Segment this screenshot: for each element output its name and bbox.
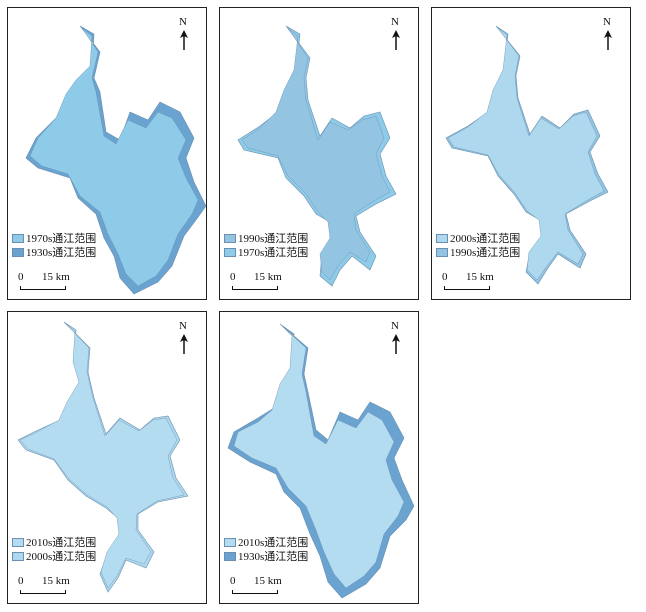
scale-line (20, 286, 66, 290)
lake-extent-inner (447, 26, 605, 281)
north-arrow-icon (392, 30, 400, 50)
north-arrow-icon (180, 30, 188, 50)
scale-distance: 15 km (466, 271, 494, 283)
legend-swatch (436, 233, 448, 243)
lake-extent-inner (241, 27, 391, 281)
map-panel-1970s-vs-1930s: N 1970s通江范围 1930s通江范围 0 15 km (7, 7, 207, 300)
legend-item: 2010s通江范围 (12, 535, 96, 549)
lake-extent-map (17, 321, 189, 593)
legend-label: 1930s通江范围 (238, 551, 309, 563)
lake-extent-inner (233, 325, 405, 589)
legend-label: 2000s通江范围 (450, 233, 521, 245)
legend-item: 1930s通江范围 (224, 549, 308, 563)
north-arrow: N (600, 16, 616, 50)
legend-label: 1930s通江范围 (26, 247, 97, 259)
lake-extent-inner (19, 322, 185, 589)
north-arrow-icon (180, 334, 188, 354)
legend-swatch (436, 247, 448, 257)
lake-extent-map (237, 25, 397, 287)
map-panel-2010s-vs-2000s: N 2010s通江范围 2000s通江范围 0 15 km (7, 311, 207, 604)
legend-label: 2000s通江范围 (26, 551, 97, 563)
lake-extent-map (445, 25, 609, 285)
legend-item: 1930s通江范围 (12, 245, 96, 259)
north-arrow-icon (604, 30, 612, 50)
legend-item: 1990s通江范围 (436, 245, 520, 259)
map-panel-2010s-vs-1930s: N 2010s通江范围 1930s通江范围 0 15 km (219, 311, 419, 604)
scale-bar: 0 15 km (230, 575, 300, 597)
scale-zero: 0 (442, 271, 448, 283)
north-arrow: N (176, 16, 192, 50)
legend-swatch (224, 247, 236, 257)
scale-distance: 15 km (42, 271, 70, 283)
legend-label: 1970s通江范围 (26, 233, 97, 245)
legend-item: 1970s通江范围 (12, 231, 96, 245)
north-arrow-icon (392, 334, 400, 354)
legend-item: 2000s通江范围 (436, 231, 520, 245)
north-arrow: N (388, 320, 404, 354)
legend: 1970s通江范围 1930s通江范围 (12, 231, 96, 259)
north-arrow: N (176, 320, 192, 354)
scale-bar: 0 15 km (442, 271, 512, 293)
north-label: N (179, 16, 187, 28)
legend: 2010s通江范围 1930s通江范围 (224, 535, 308, 563)
scale-line (232, 286, 278, 290)
legend-swatch (12, 551, 24, 561)
legend: 1990s通江范围 1970s通江范围 (224, 231, 308, 259)
scale-distance: 15 km (42, 575, 70, 587)
north-label: N (179, 320, 187, 332)
legend-label: 1990s通江范围 (450, 247, 521, 259)
legend-label: 2010s通江范围 (238, 537, 309, 549)
lake-extent-inner (29, 27, 199, 287)
scale-line (20, 590, 66, 594)
legend-swatch (12, 233, 24, 243)
legend-swatch (12, 247, 24, 257)
scale-distance: 15 km (254, 575, 282, 587)
map-panel-1990s-vs-1970s: N 1990s通江范围 1970s通江范围 0 15 km (219, 7, 419, 300)
scale-distance: 15 km (254, 271, 282, 283)
scale-bar: 0 15 km (18, 575, 88, 597)
legend-label: 2010s通江范围 (26, 537, 97, 549)
map-panel-2000s-vs-1990s: N 2000s通江范围 1990s通江范围 0 15 km (431, 7, 631, 300)
north-label: N (391, 320, 399, 332)
legend-item: 2010s通江范围 (224, 535, 308, 549)
legend-swatch (224, 551, 236, 561)
legend-item: 1970s通江范围 (224, 245, 308, 259)
scale-bar: 0 15 km (230, 271, 300, 293)
scale-zero: 0 (18, 575, 24, 587)
scale-line (232, 590, 278, 594)
scale-zero: 0 (230, 575, 236, 587)
scale-line (444, 286, 490, 290)
lake-extent-map (25, 25, 206, 295)
north-label: N (603, 16, 611, 28)
scale-zero: 0 (18, 271, 24, 283)
legend-item: 2000s通江范围 (12, 549, 96, 563)
legend-item: 1990s通江范围 (224, 231, 308, 245)
legend-swatch (224, 233, 236, 243)
legend: 2000s通江范围 1990s通江范围 (436, 231, 520, 259)
lake-extent-map (227, 323, 415, 599)
scale-zero: 0 (230, 271, 236, 283)
legend-swatch (12, 537, 24, 547)
legend: 2010s通江范围 2000s通江范围 (12, 535, 96, 563)
legend-label: 1990s通江范围 (238, 233, 309, 245)
legend-label: 1970s通江范围 (238, 247, 309, 259)
scale-bar: 0 15 km (18, 271, 88, 293)
north-label: N (391, 16, 399, 28)
legend-swatch (224, 537, 236, 547)
north-arrow: N (388, 16, 404, 50)
